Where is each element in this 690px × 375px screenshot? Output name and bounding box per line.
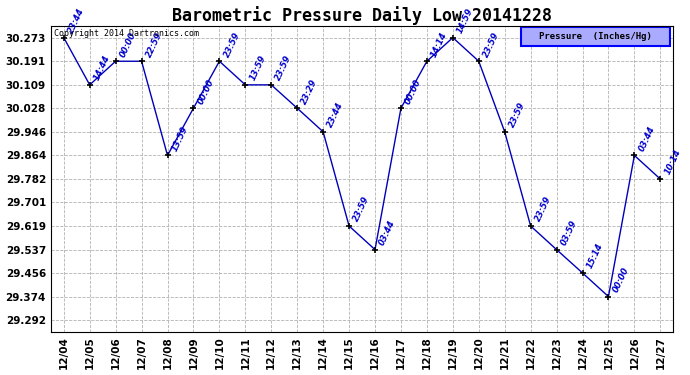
Text: Copyright 2014 Dartronics.com: Copyright 2014 Dartronics.com: [54, 29, 199, 38]
Text: 23:44: 23:44: [66, 7, 86, 35]
Text: Pressure  (Inches/Hg): Pressure (Inches/Hg): [539, 32, 652, 41]
Text: 03:59: 03:59: [560, 219, 579, 247]
Text: 00:00: 00:00: [404, 77, 423, 105]
Text: 23:29: 23:29: [300, 77, 319, 105]
Text: 13:59: 13:59: [170, 124, 190, 153]
Text: 23:59: 23:59: [507, 101, 527, 129]
Text: 03:44: 03:44: [378, 219, 397, 247]
Text: 23:44: 23:44: [326, 101, 346, 129]
Text: 23:59: 23:59: [482, 30, 501, 58]
FancyBboxPatch shape: [521, 27, 670, 46]
Text: 15:14: 15:14: [585, 242, 605, 270]
Text: 23:59: 23:59: [274, 54, 293, 82]
Text: 14:59: 14:59: [455, 7, 475, 35]
Text: 23:59: 23:59: [222, 30, 242, 58]
Text: 14:44: 14:44: [92, 54, 112, 82]
Text: 10:14: 10:14: [663, 148, 682, 176]
Text: 22:59: 22:59: [144, 30, 164, 58]
Text: 14:14: 14:14: [430, 30, 449, 58]
Text: 00:00: 00:00: [611, 266, 631, 294]
Title: Barometric Pressure Daily Low 20141228: Barometric Pressure Daily Low 20141228: [172, 6, 552, 24]
Text: 23:59: 23:59: [533, 195, 553, 223]
Text: 00:00: 00:00: [119, 30, 138, 58]
Text: 00:00: 00:00: [196, 77, 216, 105]
Text: 23:59: 23:59: [352, 195, 371, 223]
Text: 03:44: 03:44: [637, 124, 657, 153]
Text: 13:59: 13:59: [248, 54, 268, 82]
